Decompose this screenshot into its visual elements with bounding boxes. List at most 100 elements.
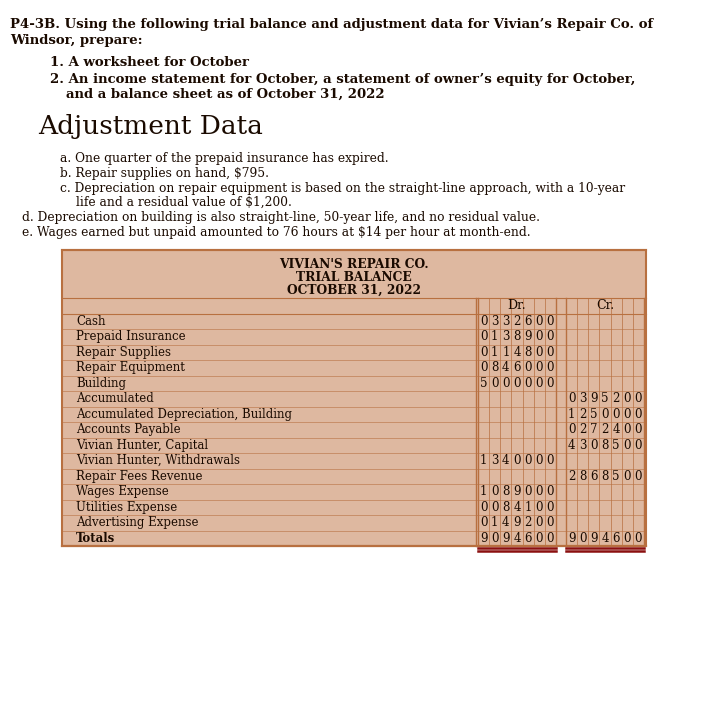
Text: 0: 0 [547,376,554,390]
Text: 7: 7 [590,423,598,436]
Text: Dr.: Dr. [508,299,526,312]
Text: 3: 3 [579,392,587,405]
Text: 4: 4 [601,532,608,545]
Text: 0: 0 [547,485,554,498]
Text: 0: 0 [547,331,554,343]
Text: 0: 0 [536,516,543,529]
Text: 8: 8 [601,470,608,483]
Text: Building: Building [76,376,126,390]
Text: 0: 0 [491,485,498,498]
Text: 0: 0 [536,500,543,514]
Text: Adjustment Data: Adjustment Data [38,114,263,139]
Text: 8: 8 [524,346,532,358]
Text: 5: 5 [613,470,620,483]
Text: 4: 4 [502,361,510,374]
Text: 4: 4 [502,516,510,529]
Text: 0: 0 [491,532,498,545]
Text: 0: 0 [479,315,487,328]
Text: 0: 0 [623,439,631,452]
Text: 2. An income statement for October, a statement of owner’s equity for October,: 2. An income statement for October, a st… [50,73,635,86]
Text: 0: 0 [634,532,642,545]
Text: 1: 1 [502,346,510,358]
Text: 3: 3 [491,455,498,467]
Text: Accounts Payable: Accounts Payable [76,423,181,436]
Text: 0: 0 [536,455,543,467]
Text: 0: 0 [536,485,543,498]
Text: 6: 6 [524,532,532,545]
Text: 3: 3 [502,315,510,328]
Text: 0: 0 [491,500,498,514]
Text: 2: 2 [579,423,587,436]
Text: 0: 0 [479,516,487,529]
Text: 2: 2 [568,470,576,483]
Text: 0: 0 [623,470,631,483]
Text: Cash: Cash [76,315,105,328]
Text: e. Wages earned but unpaid amounted to 76 hours at $14 per hour at month-end.: e. Wages earned but unpaid amounted to 7… [22,226,531,239]
Text: Repair Equipment: Repair Equipment [76,361,185,374]
Text: c. Depreciation on repair equipment is based on the straight-line approach, with: c. Depreciation on repair equipment is b… [60,182,625,195]
Text: 0: 0 [634,423,642,436]
Text: 0: 0 [634,470,642,483]
Text: 0: 0 [502,376,510,390]
Text: 3: 3 [502,331,510,343]
Text: 5: 5 [590,408,598,421]
Text: 8: 8 [491,361,498,374]
Text: 0: 0 [547,516,554,529]
Text: 1: 1 [524,500,532,514]
Text: 0: 0 [513,376,521,390]
Bar [62,250,646,546]
Text: 8: 8 [513,331,521,343]
Text: 9: 9 [524,331,532,343]
Text: 9: 9 [513,485,521,498]
Text: OCTOBER 31, 2022: OCTOBER 31, 2022 [287,284,421,297]
Text: 0: 0 [524,485,532,498]
Text: 0: 0 [547,346,554,358]
Text: and a balance sheet as of October 31, 2022: and a balance sheet as of October 31, 20… [66,88,385,101]
Text: Vivian Hunter, Capital: Vivian Hunter, Capital [76,439,208,452]
Text: 5: 5 [479,376,487,390]
Text: 5: 5 [613,439,620,452]
Text: 8: 8 [579,470,587,483]
Text: 9: 9 [590,532,598,545]
Text: b. Repair supplies on hand, $795.: b. Repair supplies on hand, $795. [60,167,269,180]
Text: 2: 2 [601,423,608,436]
Text: 2: 2 [613,392,620,405]
Text: Vivian Hunter, Withdrawals: Vivian Hunter, Withdrawals [76,455,240,467]
Text: 0: 0 [601,408,608,421]
Text: 0: 0 [524,361,532,374]
Text: Totals: Totals [76,532,115,545]
Text: 0: 0 [634,392,642,405]
Text: 0: 0 [623,392,631,405]
Text: life and a residual value of $1,200.: life and a residual value of $1,200. [76,196,292,209]
Text: 6: 6 [524,315,532,328]
Text: 0: 0 [536,361,543,374]
Text: 4: 4 [502,455,510,467]
Text: 4: 4 [513,500,521,514]
Text: 9: 9 [568,532,576,545]
Text: 0: 0 [491,376,498,390]
Text: 0: 0 [479,346,487,358]
Text: 1: 1 [480,455,487,467]
Text: 1: 1 [491,331,498,343]
Text: 0: 0 [513,455,521,467]
Text: 6: 6 [613,532,620,545]
Text: 8: 8 [502,500,510,514]
Text: Prepaid Insurance: Prepaid Insurance [76,331,186,343]
Text: 0: 0 [623,423,631,436]
Text: 0: 0 [613,408,620,421]
Text: 0: 0 [568,392,576,405]
Text: 9: 9 [479,532,487,545]
Text: 0: 0 [623,532,631,545]
Text: Wages Expense: Wages Expense [76,485,169,498]
Text: 2: 2 [579,408,587,421]
Text: 1: 1 [480,485,487,498]
Text: Utilities Expense: Utilities Expense [76,500,177,514]
Text: 8: 8 [502,485,510,498]
Text: 1. A worksheet for October: 1. A worksheet for October [50,56,249,69]
Text: 0: 0 [547,500,554,514]
Text: 0: 0 [634,439,642,452]
Text: 0: 0 [547,455,554,467]
Text: Repair Supplies: Repair Supplies [76,346,171,358]
Text: 0: 0 [634,408,642,421]
Text: TRIAL BALANCE: TRIAL BALANCE [296,271,412,284]
